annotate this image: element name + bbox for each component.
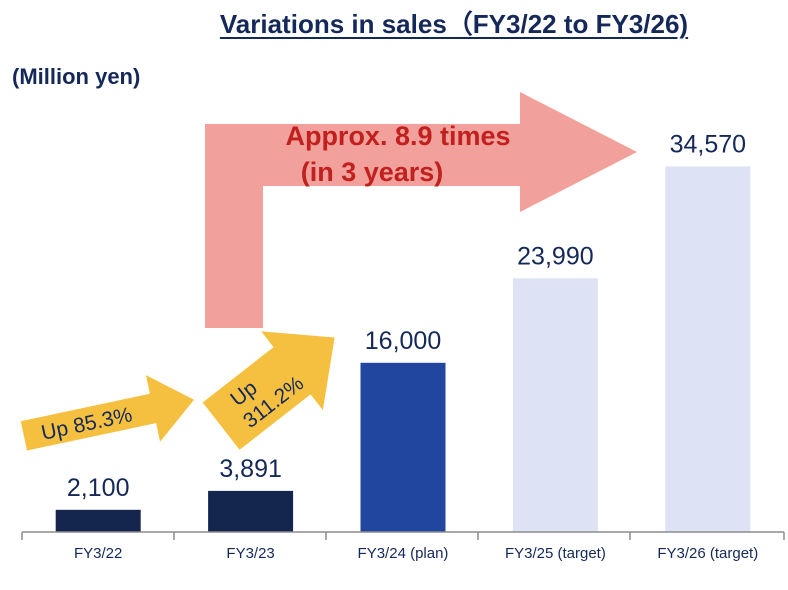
value-labels-group: 2,100 3,891 16,000 23,990 34,570 [67,130,746,501]
category-label-fy3-22: FY3/22 [74,545,122,562]
growth-arrow-1 [20,375,195,451]
bar-fy3-23 [208,490,294,532]
category-label-fy3-24: FY3/24 (plan) [358,545,449,562]
category-label-fy3-25: FY3/25 (target) [505,545,606,562]
value-label-fy3-24: 16,000 [365,327,441,355]
category-label-fy3-23: FY3/23 [226,545,274,562]
value-label-fy3-26: 34,570 [670,130,746,158]
bar-fy3-22 [55,509,141,532]
value-label-fy3-25: 23,990 [517,242,593,270]
big-arrow-label-line1: Approx. 8.9 times [285,121,510,151]
chart-title: Variations in sales（FY3/22 to FY3/26) [219,9,689,39]
x-axis-ticks [21,532,785,540]
big-arrow-label-line2: (in 3 years) [301,157,444,187]
value-label-fy3-22: 2,100 [67,474,130,502]
unit-label: (Million yen) [12,64,141,89]
bar-fy3-25 [512,278,598,532]
big-growth-arrow [205,92,637,328]
bar-fy3-26 [665,166,751,532]
bars-group [55,166,751,532]
category-labels-group: FY3/22 FY3/23 FY3/24 (plan) FY3/25 (targ… [74,545,758,562]
growth-arrow-2 [202,331,335,450]
value-label-fy3-23: 3,891 [219,455,282,483]
category-label-fy3-26: FY3/26 (target) [657,545,758,562]
bar-fy3-24 [360,362,446,532]
